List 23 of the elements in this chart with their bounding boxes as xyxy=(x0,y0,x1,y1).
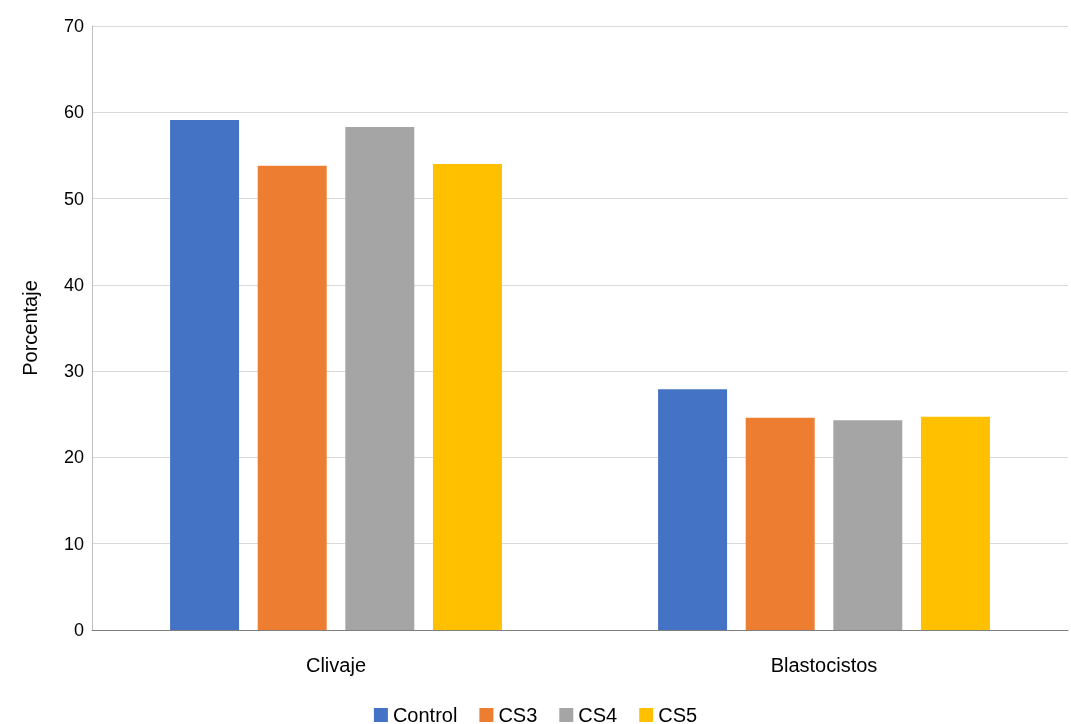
bar xyxy=(432,164,502,630)
y-tick-label: 60 xyxy=(63,102,84,123)
bar xyxy=(745,417,815,630)
legend-label: CS4 xyxy=(578,704,618,724)
bar xyxy=(920,416,990,630)
y-tick-label: 30 xyxy=(63,361,84,382)
y-tick-label: 50 xyxy=(63,188,84,209)
x-tick-label: Clivaje xyxy=(305,654,367,676)
y-axis-title: Porcentaje xyxy=(19,280,41,376)
bar xyxy=(658,389,728,630)
bar xyxy=(345,126,415,630)
legend-label: Control xyxy=(392,704,458,724)
y-tick-label: 70 xyxy=(63,16,84,36)
y-tick-label: 0 xyxy=(73,620,84,640)
y-tick-label: 40 xyxy=(63,274,84,295)
bar xyxy=(170,120,240,630)
x-tick-label: Blastocistos xyxy=(770,654,878,676)
legend-label: CS3 xyxy=(498,704,538,724)
y-tick-label: 20 xyxy=(63,447,84,468)
bar xyxy=(257,165,327,630)
bar xyxy=(833,420,903,630)
legend-label: CS5 xyxy=(658,704,698,724)
y-tick-label: 10 xyxy=(63,533,84,554)
